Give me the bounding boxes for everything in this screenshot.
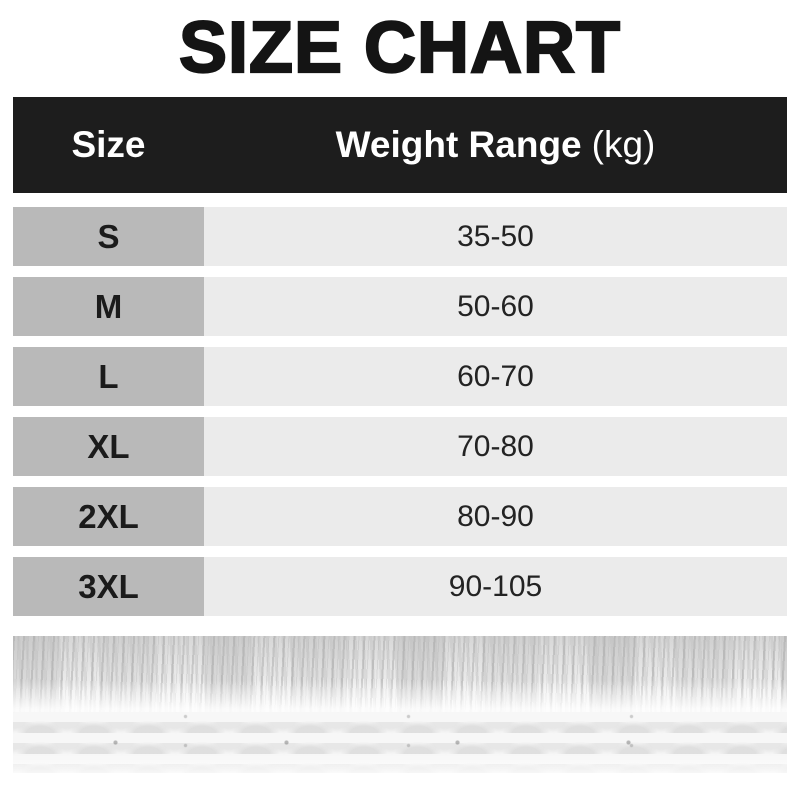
fabric-fringe-texture: [13, 636, 787, 712]
fabric-weave-texture: [13, 712, 787, 773]
table-row-s: S 35-50: [13, 207, 787, 266]
header-weight-label: Weight Range: [335, 124, 582, 165]
table-row-xl: XL 70-80: [13, 417, 787, 476]
range-cell: 35-50: [204, 207, 787, 266]
range-cell: 50-60: [204, 277, 787, 336]
table-row-3xl: 3XL 90-105: [13, 557, 787, 616]
product-fabric-image: [13, 636, 787, 773]
size-chart-table: Size Weight Range (kg) S 35-50 M 50-60 L …: [13, 97, 787, 616]
header-size-column: Size: [71, 124, 146, 165]
size-cell: 2XL: [13, 487, 204, 546]
table-row-m: M 50-60: [13, 277, 787, 336]
range-cell: 90-105: [204, 557, 787, 616]
table-row-l: L 60-70: [13, 347, 787, 406]
range-cell: 80-90: [204, 487, 787, 546]
header-weight-column: Weight Range (kg): [204, 124, 787, 166]
range-cell: 60-70: [204, 347, 787, 406]
size-cell: XL: [13, 417, 204, 476]
size-cell: M: [13, 277, 204, 336]
page-title: SIZE CHART: [178, 7, 621, 89]
size-cell: 3XL: [13, 557, 204, 616]
size-cell: S: [13, 207, 204, 266]
table-header-row: Size Weight Range (kg): [13, 97, 787, 193]
size-cell: L: [13, 347, 204, 406]
table-body: S 35-50 M 50-60 L 60-70 XL 70-80 2XL 80-…: [13, 207, 787, 616]
header-weight-unit: (kg): [591, 124, 656, 165]
table-row-2xl: 2XL 80-90: [13, 487, 787, 546]
range-cell: 70-80: [204, 417, 787, 476]
